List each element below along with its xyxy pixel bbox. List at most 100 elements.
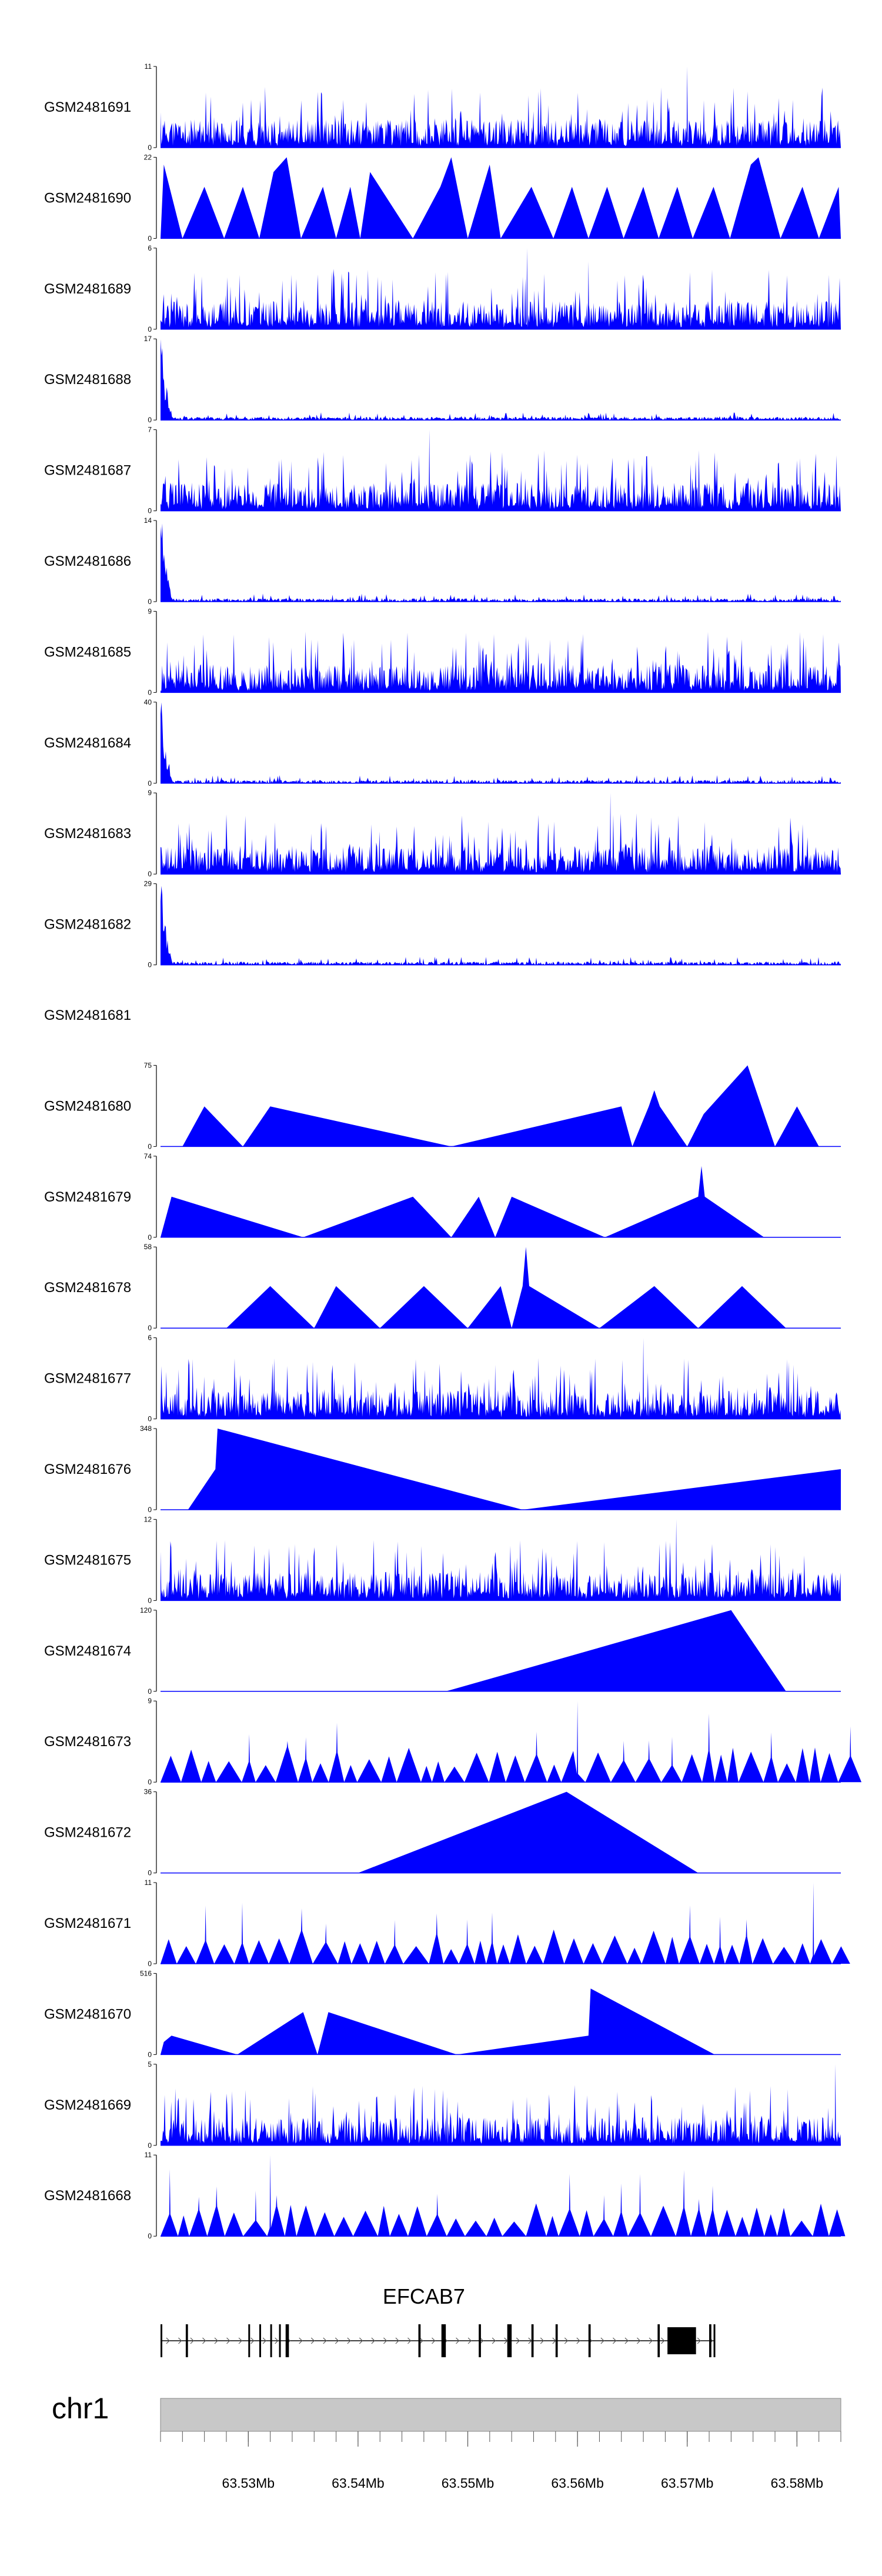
coverage-area	[161, 1166, 764, 1237]
coverage-area	[161, 523, 841, 602]
track-label: GSM2481689	[44, 281, 131, 297]
track-GSM2481669: GSM2481669 5 0	[44, 2060, 841, 2150]
strand-arrow	[564, 2337, 569, 2344]
gene-exon	[507, 2324, 512, 2357]
y-tick-label-zero: 0	[148, 1506, 152, 1514]
axis-tick-label: 63.56Mb	[551, 2475, 604, 2491]
track-label: GSM2481688	[44, 372, 131, 388]
y-tick-label-max: 6	[148, 244, 152, 252]
track-label: GSM2481676	[44, 1461, 131, 1477]
track-GSM2481680: GSM2481680 75 0	[44, 1061, 841, 1150]
y-tick-label-max: 74	[144, 1152, 152, 1160]
y-tick-label-zero: 0	[148, 1324, 152, 1332]
coverage-area	[161, 339, 841, 421]
track-label: GSM2481678	[44, 1280, 131, 1296]
gene-exon	[259, 2324, 261, 2357]
gene-exon	[713, 2324, 716, 2357]
strand-arrow	[613, 2337, 617, 2344]
track-label: GSM2481669	[44, 2097, 131, 2113]
track-GSM2481672: GSM2481672 36 0	[44, 1788, 841, 1877]
strand-arrow	[178, 2337, 182, 2344]
track-GSM2481683: GSM2481683 9 0	[44, 789, 841, 878]
track-GSM2481678: GSM2481678 58 0	[44, 1243, 841, 1332]
track-GSM2481684: GSM2481684 40 0	[44, 698, 841, 788]
track-GSM2481674: GSM2481674 120 0	[44, 1606, 841, 1696]
y-tick-label-max: 58	[144, 1243, 152, 1251]
y-tick-label-max: 29	[144, 880, 152, 888]
track-label: GSM2481685	[44, 644, 131, 660]
y-tick-label-zero: 0	[148, 507, 152, 515]
y-tick-label-zero: 0	[148, 1233, 152, 1242]
strand-arrow	[202, 2337, 206, 2344]
strand-arrow	[576, 2337, 580, 2344]
gene-exon	[418, 2324, 421, 2357]
track-GSM2481677: GSM2481677 6 0	[44, 1334, 841, 1423]
coverage-area	[358, 1791, 699, 1873]
gene-exon	[270, 2324, 272, 2357]
coverage-area	[161, 702, 841, 783]
strand-arrow	[467, 2337, 472, 2344]
y-tick-label-zero: 0	[148, 870, 152, 878]
axis-tick-label: 63.58Mb	[771, 2475, 824, 2491]
track-label: GSM2481684	[44, 735, 131, 751]
strand-arrow	[323, 2337, 327, 2344]
track-GSM2481686: GSM2481686 14 0	[44, 516, 841, 606]
y-tick-label-max: 22	[144, 153, 152, 161]
strand-arrow	[456, 2337, 460, 2344]
track-GSM2481676: GSM2481676 348 0	[44, 1424, 841, 1514]
y-tick-label-zero: 0	[148, 688, 152, 696]
coverage-area	[161, 2064, 841, 2145]
strand-arrow	[516, 2337, 520, 2344]
axis-tick-label: 63.54Mb	[332, 2475, 385, 2491]
strand-arrow	[299, 2337, 303, 2344]
y-tick-label-max: 11	[145, 2151, 152, 2159]
y-tick-label-zero: 0	[148, 325, 152, 333]
y-tick-label-zero: 0	[148, 2232, 152, 2240]
strand-arrow	[214, 2337, 218, 2344]
y-tick-label-max: 7	[148, 426, 152, 434]
track-label: GSM2481690	[44, 190, 131, 206]
y-tick-label-zero: 0	[148, 1596, 152, 1604]
track-label: GSM2481681	[44, 1007, 131, 1023]
gene-exon	[279, 2324, 281, 2357]
coverage-area	[161, 248, 841, 329]
y-tick-label-max: 14	[144, 516, 152, 525]
coverage-area	[161, 429, 841, 511]
gene-exon	[555, 2324, 558, 2357]
y-tick-label-zero: 0	[148, 144, 152, 152]
y-tick-label-max: 348	[140, 1424, 152, 1433]
strand-arrow	[262, 2337, 266, 2344]
y-tick-label-zero: 0	[148, 779, 152, 788]
strand-arrow	[552, 2337, 556, 2344]
track-label: GSM2481687	[44, 463, 131, 479]
y-tick-label-zero: 0	[148, 2141, 152, 2150]
y-tick-label-max: 11	[145, 1878, 152, 1887]
strand-arrow	[166, 2337, 170, 2344]
y-tick-label-zero: 0	[148, 1869, 152, 1877]
strand-arrow	[624, 2337, 629, 2344]
axis-tick-label: 63.57Mb	[661, 2475, 714, 2491]
strand-arrow	[275, 2337, 279, 2344]
y-tick-label-zero: 0	[148, 1960, 152, 1968]
strand-arrow	[190, 2337, 194, 2344]
track-GSM2481670: GSM2481670 516 0	[44, 1969, 841, 2058]
coverage-area	[182, 1065, 819, 1147]
track-GSM2481675: GSM2481675 12 0	[44, 1515, 841, 1604]
track-label: GSM2481677	[44, 1371, 131, 1387]
track-GSM2481682: GSM2481682 29 0	[44, 880, 841, 969]
y-tick-label-zero: 0	[148, 416, 152, 424]
y-tick-label-max: 9	[148, 607, 152, 615]
coverage-area	[161, 2155, 846, 2237]
y-tick-label-zero: 0	[148, 1142, 152, 1150]
y-tick-label-max: 12	[144, 1515, 152, 1523]
track-label: GSM2481675	[44, 1552, 131, 1568]
strand-arrow	[480, 2337, 484, 2344]
strand-arrow	[371, 2337, 375, 2344]
track-GSM2481687: GSM2481687 7 0	[44, 426, 841, 515]
track-GSM2481673: GSM2481673 9 0	[44, 1697, 862, 1786]
gene-exon	[479, 2324, 481, 2357]
gene-exon	[657, 2324, 660, 2357]
chromosome-ideogram	[160, 2398, 841, 2432]
coverage-area	[161, 886, 841, 965]
coverage-area	[446, 1610, 786, 1691]
